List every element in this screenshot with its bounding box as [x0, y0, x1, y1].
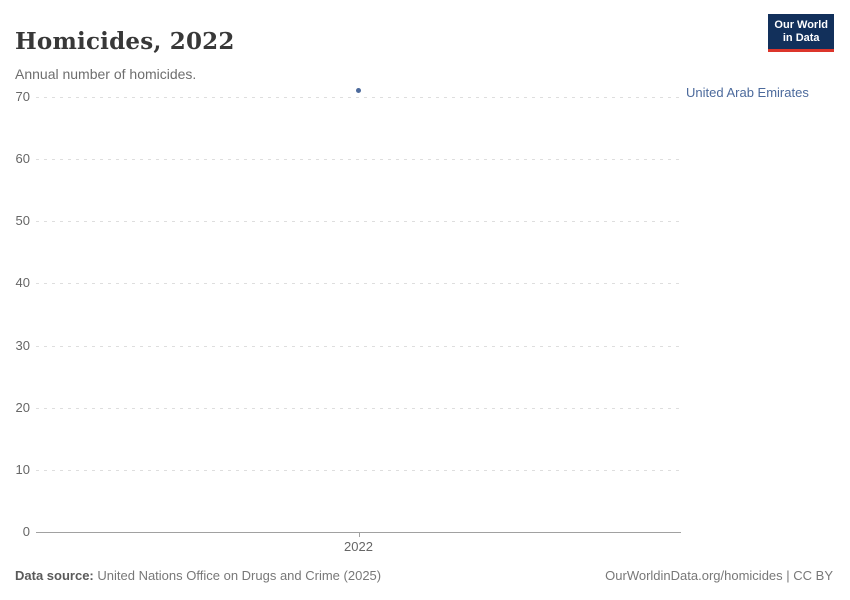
- gridline-20: [36, 407, 681, 409]
- owid-logo-line2: in Data: [782, 32, 820, 44]
- attribution-note[interactable]: OurWorldinData.org/homicides | CC BY: [605, 568, 833, 583]
- owid-logo-line1: Our World: [774, 19, 828, 31]
- chart-subtitle: Annual number of homicides.: [15, 66, 197, 82]
- gridline-30: [36, 345, 681, 347]
- x-tick-mark: [358, 532, 360, 537]
- y-tick-label-50: 50: [15, 213, 30, 229]
- owid-logo: Our World in Data: [768, 14, 834, 52]
- entity-label[interactable]: United Arab Emirates: [686, 84, 809, 100]
- chart-footer: Data source: United Nations Office on Dr…: [15, 568, 833, 583]
- y-tick-label-40: 40: [15, 275, 30, 291]
- data-source-note: Data source: United Nations Office on Dr…: [15, 568, 381, 583]
- gridline-50: [36, 221, 681, 223]
- data-point[interactable]: [356, 88, 361, 94]
- y-tick-label-0: 0: [22, 524, 30, 539]
- y-tick-label-10: 10: [15, 461, 30, 477]
- gridline-10: [36, 469, 681, 471]
- x-tick-label-2022: 2022: [344, 539, 373, 554]
- gridline-70: [36, 97, 681, 98]
- gridline-60: [36, 159, 681, 161]
- data-source-label: Data source:: [15, 568, 94, 583]
- y-tick-label-20: 20: [15, 399, 30, 415]
- y-tick-label-70: 70: [15, 89, 30, 104]
- data-source-value: United Nations Office on Drugs and Crime…: [97, 568, 382, 583]
- y-tick-label-30: 30: [15, 337, 30, 353]
- gridline-40: [36, 283, 681, 285]
- page-title: Homicides, 2022: [15, 28, 235, 56]
- y-tick-label-60: 60: [15, 151, 30, 167]
